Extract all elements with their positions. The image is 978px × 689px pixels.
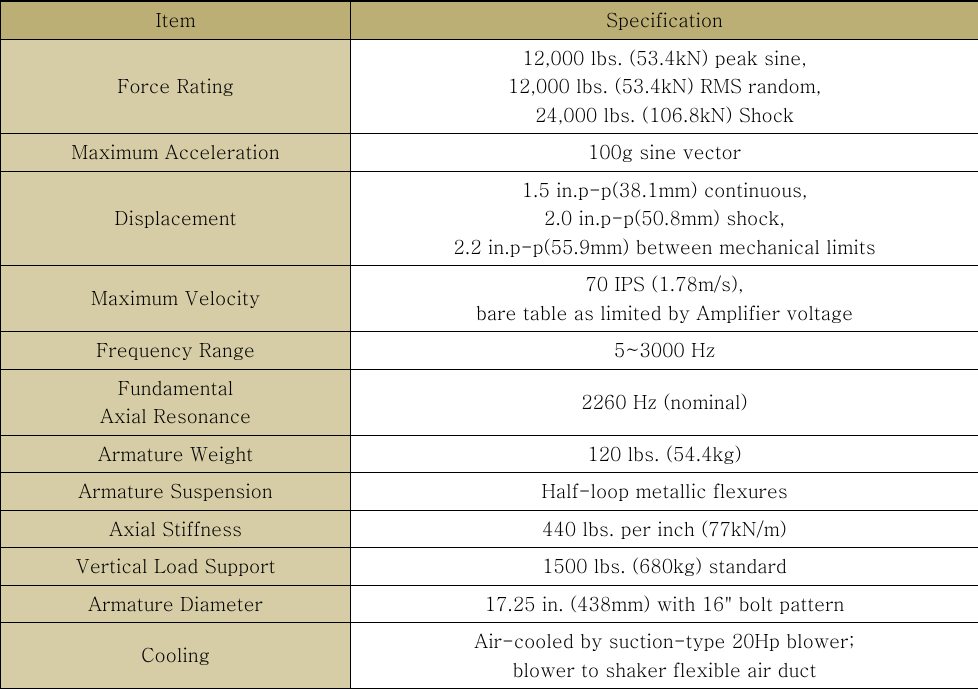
spec-cell: 100g sine vector (351, 134, 978, 172)
item-line: Fundamental (9, 374, 342, 403)
spec-line: 440 lbs. per inch (77kN/m) (359, 515, 970, 544)
spec-line: 2.0 in.p-p(50.8mm) shock, (359, 204, 970, 233)
spec-cell: 120 lbs. (54.4kg) (351, 435, 978, 473)
spec-line: 12,000 lbs. (53.4kN) RMS random, (359, 72, 970, 101)
spec-line: Air-cooled by suction-type 20Hp blower; (359, 627, 970, 656)
header-row: Item Specification (1, 1, 978, 39)
table-row: Frequency Range 5~3000 Hz (1, 332, 978, 370)
spec-line: blower to shaker flexible air duct (359, 656, 970, 685)
table-row: Maximum Acceleration 100g sine vector (1, 134, 978, 172)
spec-cell: 70 IPS (1.78m/s),bare table as limited b… (351, 266, 978, 332)
header-item: Item (1, 1, 351, 39)
spec-line: 120 lbs. (54.4kg) (359, 440, 970, 469)
item-cell: Maximum Velocity (1, 266, 351, 332)
spec-cell: 17.25 in. (438mm) with 16" bolt pattern (351, 585, 978, 623)
item-cell: Displacement (1, 171, 351, 266)
spec-cell: 1500 lbs. (680kg) standard (351, 548, 978, 586)
table-row: Displacement1.5 in.p-p(38.1mm) continuou… (1, 171, 978, 266)
spec-cell: Air-cooled by suction-type 20Hp blower;b… (351, 623, 978, 689)
spec-cell: 440 lbs. per inch (77kN/m) (351, 510, 978, 548)
spec-line: 100g sine vector (359, 138, 970, 167)
spec-cell: 12,000 lbs. (53.4kN) peak sine,12,000 lb… (351, 39, 978, 134)
table-body: Force Rating12,000 lbs. (53.4kN) peak si… (1, 39, 978, 689)
spec-line: 12,000 lbs. (53.4kN) peak sine, (359, 44, 970, 73)
table-row: CoolingAir-cooled by suction-type 20Hp b… (1, 623, 978, 689)
item-cell: Armature Weight (1, 435, 351, 473)
item-cell: Axial Stiffness (1, 510, 351, 548)
spec-line: 17.25 in. (438mm) with 16" bolt pattern (359, 590, 970, 619)
header-spec: Specification (351, 1, 978, 39)
table-row: Force Rating12,000 lbs. (53.4kN) peak si… (1, 39, 978, 134)
spec-line: 2.2 in.p-p(55.9mm) between mechanical li… (359, 233, 970, 262)
spec-line: 2260 Hz (nominal) (359, 388, 970, 417)
spec-line: 1500 lbs. (680kg) standard (359, 552, 970, 581)
item-line: Axial Resonance (9, 402, 342, 431)
spec-cell: 1.5 in.p-p(38.1mm) continuous,2.0 in.p-p… (351, 171, 978, 266)
spec-line: 70 IPS (1.78m/s), (359, 270, 970, 299)
item-cell: FundamentalAxial Resonance (1, 369, 351, 435)
item-cell: Armature Suspension (1, 473, 351, 511)
table-row: Armature Weight 120 lbs. (54.4kg) (1, 435, 978, 473)
table-row: Axial Stiffness 440 lbs. per inch (77kN/m… (1, 510, 978, 548)
table-row: Armature Suspension Half-loop metallic fl… (1, 473, 978, 511)
spec-line: 5~3000 Hz (359, 336, 970, 365)
table-row: Vertical Load Support 1500 lbs. (680kg) s… (1, 548, 978, 586)
table-row: Armature Diameter 17.25 in. (438mm) with … (1, 585, 978, 623)
item-cell: Maximum Acceleration (1, 134, 351, 172)
item-cell: Cooling (1, 623, 351, 689)
spec-cell: Half-loop metallic flexures (351, 473, 978, 511)
spec-line: 24,000 lbs. (106.8kN) Shock (359, 101, 970, 130)
spec-line: 1.5 in.p-p(38.1mm) continuous, (359, 176, 970, 205)
table-row: FundamentalAxial Resonance 2260 Hz (nomin… (1, 369, 978, 435)
table-row: Maximum Velocity70 IPS (1.78m/s),bare ta… (1, 266, 978, 332)
spec-line: bare table as limited by Amplifier volta… (359, 299, 970, 328)
specification-table: Item Specification Force Rating12,000 lb… (0, 0, 978, 689)
spec-cell: 2260 Hz (nominal) (351, 369, 978, 435)
item-cell: Frequency Range (1, 332, 351, 370)
item-cell: Armature Diameter (1, 585, 351, 623)
item-cell: Vertical Load Support (1, 548, 351, 586)
spec-line: Half-loop metallic flexures (359, 477, 970, 506)
item-cell: Force Rating (1, 39, 351, 134)
spec-cell: 5~3000 Hz (351, 332, 978, 370)
